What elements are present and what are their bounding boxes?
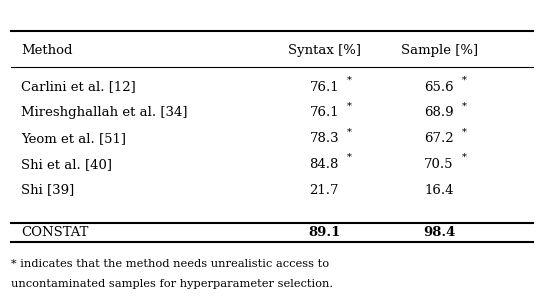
Text: *: *	[347, 102, 351, 111]
Text: 68.9: 68.9	[424, 106, 454, 119]
Text: 65.6: 65.6	[424, 80, 454, 94]
Text: 76.1: 76.1	[310, 106, 339, 119]
Text: *: *	[347, 153, 351, 162]
Text: *: *	[347, 76, 351, 85]
Text: Yeom et al. [51]: Yeom et al. [51]	[21, 132, 126, 145]
Text: 21.7: 21.7	[310, 184, 339, 196]
Text: 70.5: 70.5	[424, 158, 454, 171]
Text: 98.4: 98.4	[423, 226, 455, 239]
Text: 76.1: 76.1	[310, 80, 339, 94]
Text: CONSTAT: CONSTAT	[21, 226, 89, 239]
Text: Syntax [%]: Syntax [%]	[288, 44, 361, 57]
Text: 84.8: 84.8	[310, 158, 339, 171]
Text: 67.2: 67.2	[424, 132, 454, 145]
Text: *: *	[347, 127, 351, 136]
Text: 78.3: 78.3	[310, 132, 339, 145]
Text: *: *	[461, 153, 466, 162]
Text: Mireshghallah et al. [34]: Mireshghallah et al. [34]	[21, 106, 188, 119]
Text: Shi et al. [40]: Shi et al. [40]	[21, 158, 112, 171]
Text: Sample [%]: Sample [%]	[400, 44, 478, 57]
Text: * indicates that the method needs unrealistic access to: * indicates that the method needs unreal…	[11, 259, 329, 269]
Text: *: *	[461, 102, 466, 111]
Text: Carlini et al. [12]: Carlini et al. [12]	[21, 80, 136, 94]
Text: 16.4: 16.4	[424, 184, 454, 196]
Text: Shi [39]: Shi [39]	[21, 184, 75, 196]
Text: Method: Method	[21, 44, 73, 57]
Text: uncontaminated samples for hyperparameter selection.: uncontaminated samples for hyperparamete…	[11, 279, 333, 289]
Text: *: *	[461, 127, 466, 136]
Text: *: *	[461, 76, 466, 85]
Text: 89.1: 89.1	[308, 226, 341, 239]
